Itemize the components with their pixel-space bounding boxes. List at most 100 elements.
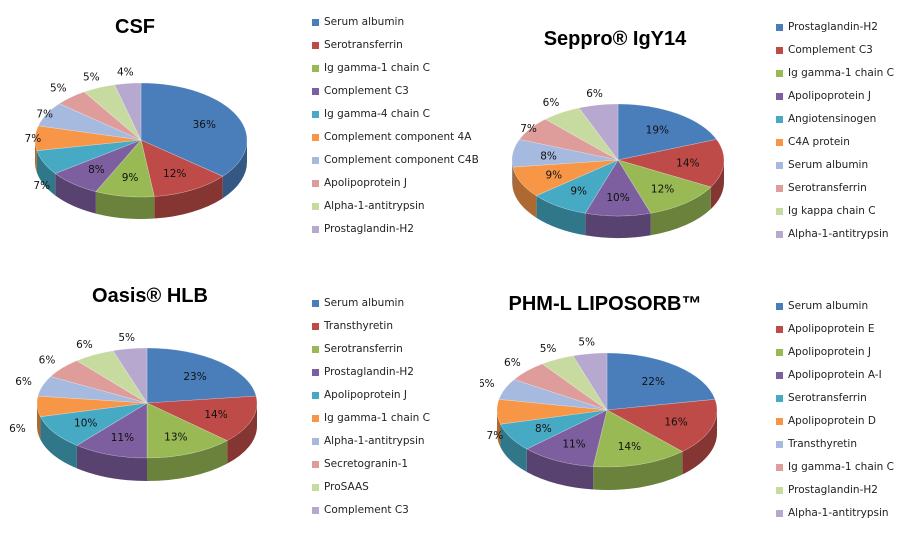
pie-slice-label: 5% [83, 71, 100, 83]
pie-slice [36, 139, 142, 174]
legend-label: Serotransferrin [788, 392, 867, 404]
pie-chart: 36% 12% 9% 8% 7% 7% 7% 5% 5% 4% [25, 66, 248, 219]
pie-slices [496, 352, 718, 468]
pie-slice-side [40, 416, 77, 469]
pie-slice [95, 139, 155, 198]
pie-slice [606, 352, 716, 411]
pie-slice-label: 6% [543, 97, 560, 109]
legend-label: Apolipoprotein J [324, 389, 407, 401]
legend-swatch [776, 208, 783, 215]
legend-label: Ig kappa chain C [788, 205, 876, 217]
pie-slice-side [585, 213, 651, 239]
legend-label: Complement C3 [324, 504, 409, 516]
pie-side-walls [35, 140, 247, 219]
legend-label: Prostaglandin-H2 [788, 21, 878, 33]
pie-slice-label: 12% [163, 168, 186, 180]
pie-slice-label: 6% [9, 423, 26, 435]
legend-swatch [776, 70, 783, 77]
pie-slice-side [593, 451, 683, 490]
pie-slice [511, 139, 619, 168]
pie-slices [34, 82, 248, 198]
pie-slice-label: 7% [487, 430, 504, 442]
pie-chart: 23% 14% 13% 11% 10% 6% 6% 6% 6% 5% [9, 332, 258, 481]
pie-slice [140, 139, 224, 197]
legend-swatch [312, 346, 319, 353]
legend-label: Serum albumin [788, 300, 869, 312]
pie-slice [541, 355, 608, 411]
pie-slice [54, 139, 142, 192]
legend-swatch [776, 487, 783, 494]
pie-slice-side [37, 403, 41, 440]
pie-slice-label: 6% [586, 88, 603, 100]
legend-label: Ig gamma-1 chain C [324, 412, 430, 424]
legend-swatch [776, 185, 783, 192]
legend-label: Apolipoprotein J [788, 90, 871, 102]
pie-slice-label: 14% [204, 409, 227, 421]
legend-swatch [312, 484, 319, 491]
legend-swatch [312, 19, 319, 26]
pie-slice-label: 5% [50, 83, 67, 95]
pie-slice-side [526, 449, 594, 490]
legend-swatch [312, 42, 319, 49]
pie-data-labels: 36% 12% 9% 8% 7% 7% 7% 5% 5% 4% [25, 66, 216, 192]
legend-label: Prostaglandin-H2 [324, 223, 414, 235]
pie-slice [544, 107, 619, 161]
pie-slice-label: 10% [74, 417, 97, 429]
pie-slice-label: 9% [545, 170, 562, 182]
pie-slice [146, 347, 257, 404]
chart-title: PHM-L LIPOSORB™ [508, 293, 702, 315]
pie-slice-label: 5% [118, 332, 135, 344]
pie-slice-side [512, 167, 537, 218]
legend-label: Transthyretin [788, 438, 857, 450]
pie-slice-label: 9% [570, 186, 587, 198]
pie-slice [76, 402, 148, 459]
pie-slice [500, 409, 608, 450]
pie-slice [592, 409, 683, 468]
pie-slice-label: 7% [520, 123, 537, 135]
pie-slice [37, 376, 148, 404]
legend-swatch [776, 162, 783, 169]
pie-slice-side [147, 440, 228, 481]
legend-label: Ig gamma-4 chain C [324, 108, 430, 120]
pie-slice [617, 103, 718, 161]
legend-label: Complement C3 [788, 44, 873, 56]
pie-slices [511, 103, 725, 217]
pie-slice-label: 16% [664, 417, 687, 429]
legend-label: Transthyretin [324, 320, 393, 332]
legend-label: Serotransferrin [324, 343, 403, 355]
pie-slice-label: 5% [578, 337, 595, 349]
pie-slice-label: 12% [651, 183, 674, 195]
legend-swatch [312, 111, 319, 118]
pie-slice-side [55, 173, 96, 214]
legend-label: Ig gamma-1 chain C [788, 67, 894, 79]
legend-swatch [776, 395, 783, 402]
legend-swatch [776, 464, 783, 471]
pie-slice-side [497, 410, 501, 448]
legend-label: Ig gamma-1 chain C [324, 62, 430, 74]
pie-slice-label: 5% [540, 343, 557, 355]
pie-slice-label: 8% [88, 164, 105, 176]
pie-slice-side [500, 424, 527, 473]
legend-label: Alpha-1-antitrypsin [324, 435, 425, 447]
pie-slice-label: 8% [535, 423, 552, 435]
legend-swatch [776, 93, 783, 100]
pie-slice-side [650, 186, 711, 236]
legend-swatch [776, 231, 783, 238]
pie-chart: 22% 16% 14% 11% 8% 7% 6% 6% 5% 5% [480, 337, 718, 490]
pie-slice [34, 125, 142, 152]
legend-swatch [312, 180, 319, 187]
pie-slice-label: 7% [25, 133, 42, 145]
legend-label: Angiotensinogen [788, 113, 877, 125]
legend-swatch [312, 461, 319, 468]
pie-slice-side [227, 403, 257, 464]
pie-slice [526, 409, 608, 467]
pie-slice-side [76, 445, 147, 481]
pie-slice [617, 159, 712, 214]
pie-slice-label: 7% [33, 180, 50, 192]
pie-slice-label: 13% [164, 431, 187, 443]
legend-label: Ig gamma-1 chain C [788, 461, 894, 473]
legend-swatch [312, 323, 319, 330]
pie-slice-label: 7% [36, 109, 53, 121]
pie-slice [496, 398, 608, 425]
legend-label: Alpha-1-antitrypsin [788, 507, 889, 519]
